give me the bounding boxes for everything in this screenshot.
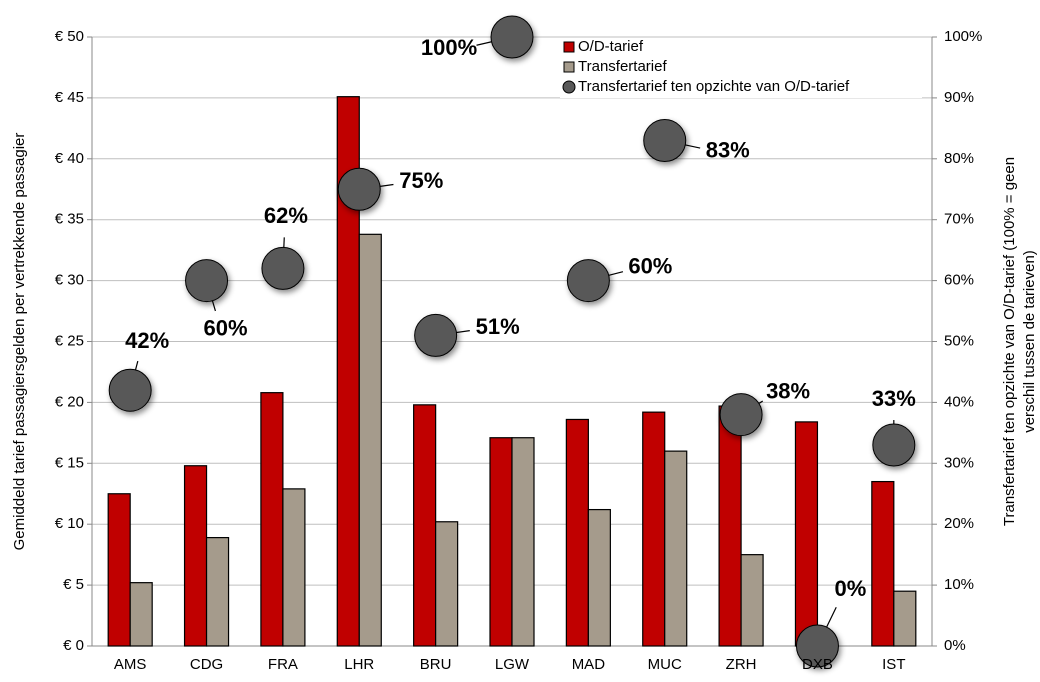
bar: [718, 405, 742, 647]
marker: [643, 119, 687, 163]
x-tick-label: FRA: [268, 656, 298, 673]
bar: [642, 411, 666, 647]
bar: [183, 465, 208, 647]
marker: [337, 167, 381, 211]
y2-tick-label: 50%: [944, 332, 974, 349]
data-label: 62%: [264, 203, 308, 228]
y-axis-title: Gemiddeld tarief passagiersgelden per ve…: [11, 133, 28, 551]
y-tick-label: € 10: [55, 515, 84, 532]
bar: [435, 521, 459, 647]
bar: [893, 590, 917, 647]
x-tick-label: CDG: [190, 656, 223, 673]
y-tick-label: € 40: [55, 150, 84, 167]
y-tick-label: € 5: [63, 576, 84, 593]
data-label: 33%: [872, 386, 916, 411]
bar: [511, 437, 535, 647]
bar: [107, 493, 131, 647]
y-tick-label: € 50: [55, 28, 84, 45]
bar: [282, 488, 306, 647]
bar: [740, 554, 764, 647]
y2-tick-label: 80%: [944, 150, 974, 167]
y2-tick-label: 10%: [944, 576, 974, 593]
data-label: 51%: [476, 314, 520, 339]
y-tick-label: € 35: [55, 211, 84, 228]
bar: [871, 480, 895, 647]
x-tick-label: MUC: [648, 656, 682, 673]
bar: [489, 437, 513, 647]
data-label: 60%: [204, 315, 248, 340]
y-tick-label: € 30: [55, 272, 84, 289]
x-tick-label: LHR: [344, 656, 374, 673]
x-tick-label: BRU: [420, 656, 452, 673]
marker: [795, 624, 839, 668]
bar: [664, 450, 688, 647]
legend-bg: [560, 38, 922, 98]
marker: [261, 246, 305, 290]
marker: [414, 313, 458, 357]
marker: [872, 423, 916, 467]
x-tick-label: AMS: [114, 656, 147, 673]
bar: [587, 508, 611, 647]
y-tick-label: € 45: [55, 89, 84, 106]
y-tick-label: € 0: [63, 637, 84, 654]
x-tick-label: IST: [882, 656, 905, 673]
bar: [129, 582, 153, 647]
y-tick-label: € 20: [55, 393, 84, 410]
y2-tick-label: 70%: [944, 211, 974, 228]
data-label: 83%: [706, 137, 750, 162]
data-label: 38%: [766, 378, 810, 403]
marker: [490, 15, 534, 59]
y2-tick-label: 60%: [944, 272, 974, 289]
x-tick-label: ZRH: [726, 656, 757, 673]
data-label: 75%: [399, 168, 443, 193]
bar: [205, 536, 230, 647]
legend-label: Transfertarief: [578, 58, 667, 75]
legend-marker: [563, 41, 575, 53]
data-label: 42%: [125, 328, 169, 353]
bar: [358, 233, 382, 647]
y2-tick-label: 0%: [944, 637, 966, 654]
bar: [565, 418, 589, 647]
y2-tick-label: 100%: [944, 28, 982, 45]
y-tick-label: € 25: [55, 332, 84, 349]
bar: [260, 392, 284, 647]
y2-tick-label: 90%: [944, 89, 974, 106]
bar: [794, 421, 819, 647]
marker: [566, 259, 610, 303]
x-tick-label: DXB: [802, 656, 833, 673]
y-tick-label: € 15: [55, 454, 84, 471]
marker: [108, 368, 152, 412]
y2-tick-label: 20%: [944, 515, 974, 532]
legend-label: O/D-tarief: [578, 38, 644, 55]
data-label: 100%: [421, 35, 477, 60]
y2-tick-label: 30%: [944, 454, 974, 471]
marker: [719, 393, 763, 437]
data-label: 60%: [628, 253, 672, 278]
y2-axis-title: Transfertarief ten opzichte van O/D-tari…: [1001, 157, 1018, 526]
x-tick-label: LGW: [495, 656, 530, 673]
y2-tick-label: 40%: [944, 393, 974, 410]
x-tick-label: MAD: [572, 656, 606, 673]
y2-axis-title: verschil tussen de tarieven): [1021, 250, 1038, 433]
marker: [185, 259, 229, 303]
legend-marker: [562, 80, 576, 94]
legend-label: Transfertarief ten opzichte van O/D-tari…: [578, 78, 850, 95]
bar: [413, 404, 437, 647]
legend-marker: [563, 61, 575, 73]
data-label: 0%: [835, 576, 867, 601]
